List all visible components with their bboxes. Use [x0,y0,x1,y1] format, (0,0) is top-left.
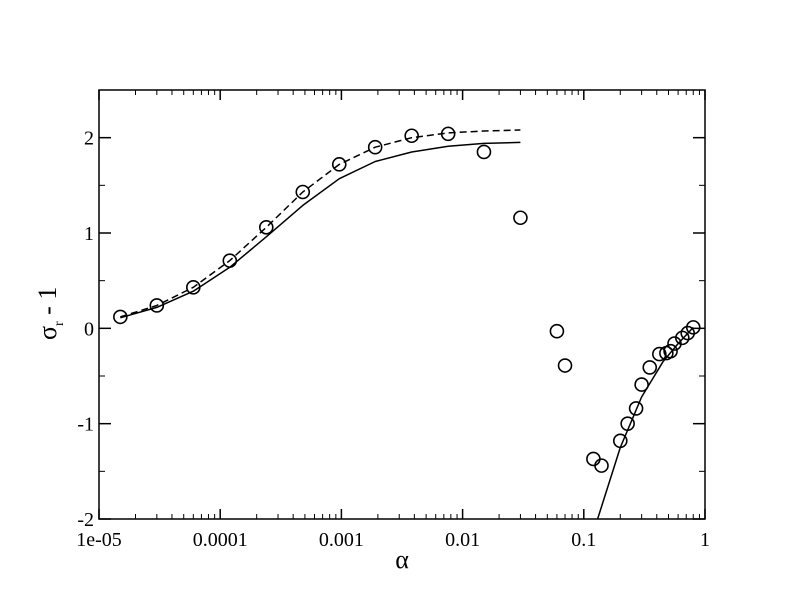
dashed-fit-curve [120,129,521,318]
y-axis-label-sub: r [52,321,67,326]
data-point [628,401,644,416]
y-axis-label-main: σ [33,326,62,340]
data-point [642,360,658,375]
data-point [258,219,274,235]
y-axis-label-suffix: - 1 [33,287,62,322]
data-point [149,298,165,313]
x-tick-label: 1e-05 [76,529,122,551]
y-tick-label: 1 [84,223,94,245]
x-tick-label: 0.001 [319,529,364,551]
curves [120,129,694,520]
data-point [476,144,492,160]
data-point [594,458,609,473]
data-point [440,126,456,142]
data-point [295,184,311,200]
axis-ticks: 1e-05 0.0001 0.001 0.01 0.1 1 -2 -1 0 1 2 [76,90,710,551]
data-point [367,139,383,155]
data-point [186,280,201,295]
data-point [513,210,528,226]
solid-fit-curve [596,326,694,520]
data-point [663,343,678,359]
data-point [549,323,565,339]
x-axis-label: α [395,545,409,574]
solid-fit-curve [120,141,521,319]
x-tick-label: 1 [700,529,710,551]
data-point [222,253,238,268]
data-point [620,416,635,431]
x-tick-label: 0.01 [445,529,480,551]
data-point [612,433,628,449]
y-tick-label: -1 [77,414,94,436]
svg-text:σr - 1: σr - 1 [33,287,67,340]
data-point [331,157,347,172]
data-point [557,358,573,373]
data-point [634,377,649,392]
data-point [586,451,601,467]
y-tick-label: 0 [84,318,94,340]
y-axis-label: σr - 1 [33,287,67,340]
data-point [404,128,419,144]
data-point [113,309,128,325]
y-tick-label: 2 [84,128,94,150]
data-markers [113,126,701,473]
x-tick-label: 0.0001 [193,529,248,551]
plot-frame [98,89,706,520]
data-point [652,346,667,362]
data-point [675,330,690,346]
data-point [685,320,701,335]
x-tick-label: 0.1 [571,529,596,551]
y-tick-label: -2 [77,509,94,531]
